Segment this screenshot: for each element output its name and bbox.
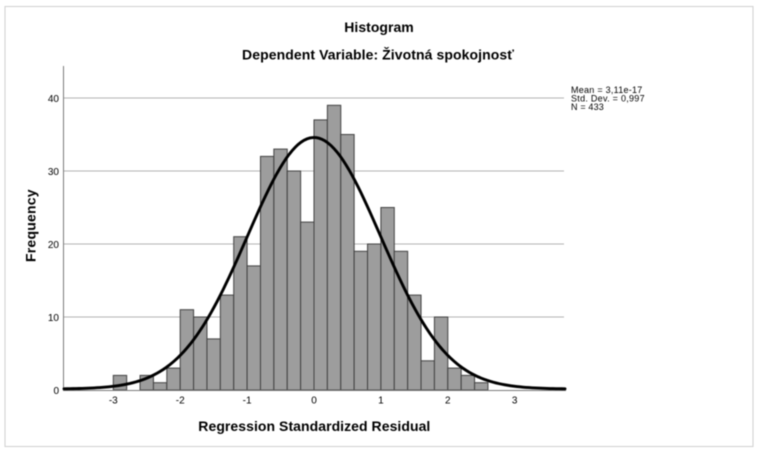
svg-text:N = 433: N = 433 [571,102,604,112]
svg-text:Std. Dev. = 0,997: Std. Dev. = 0,997 [571,94,645,104]
svg-text:10: 10 [48,313,60,324]
svg-text:40: 40 [48,94,60,105]
svg-text:-2: -2 [176,395,185,406]
svg-text:2: 2 [445,395,451,406]
svg-text:Mean = 3,11e-17: Mean = 3,11e-17 [571,85,642,95]
svg-text:Dependent Variable: Životná sp: Dependent Variable: Životná spokojnosť [242,45,514,62]
svg-text:Histogram: Histogram [344,19,414,35]
svg-text:Regression Standardized Residu: Regression Standardized Residual [198,418,430,434]
svg-text:1: 1 [378,395,384,406]
svg-text:0: 0 [311,395,317,406]
svg-text:20: 20 [48,240,60,251]
svg-text:30: 30 [48,167,60,178]
svg-text:3: 3 [512,395,518,406]
svg-text:-3: -3 [109,395,118,406]
svg-text:Frequency: Frequency [22,189,38,262]
svg-text:-1: -1 [243,395,252,406]
svg-text:0: 0 [53,386,59,397]
